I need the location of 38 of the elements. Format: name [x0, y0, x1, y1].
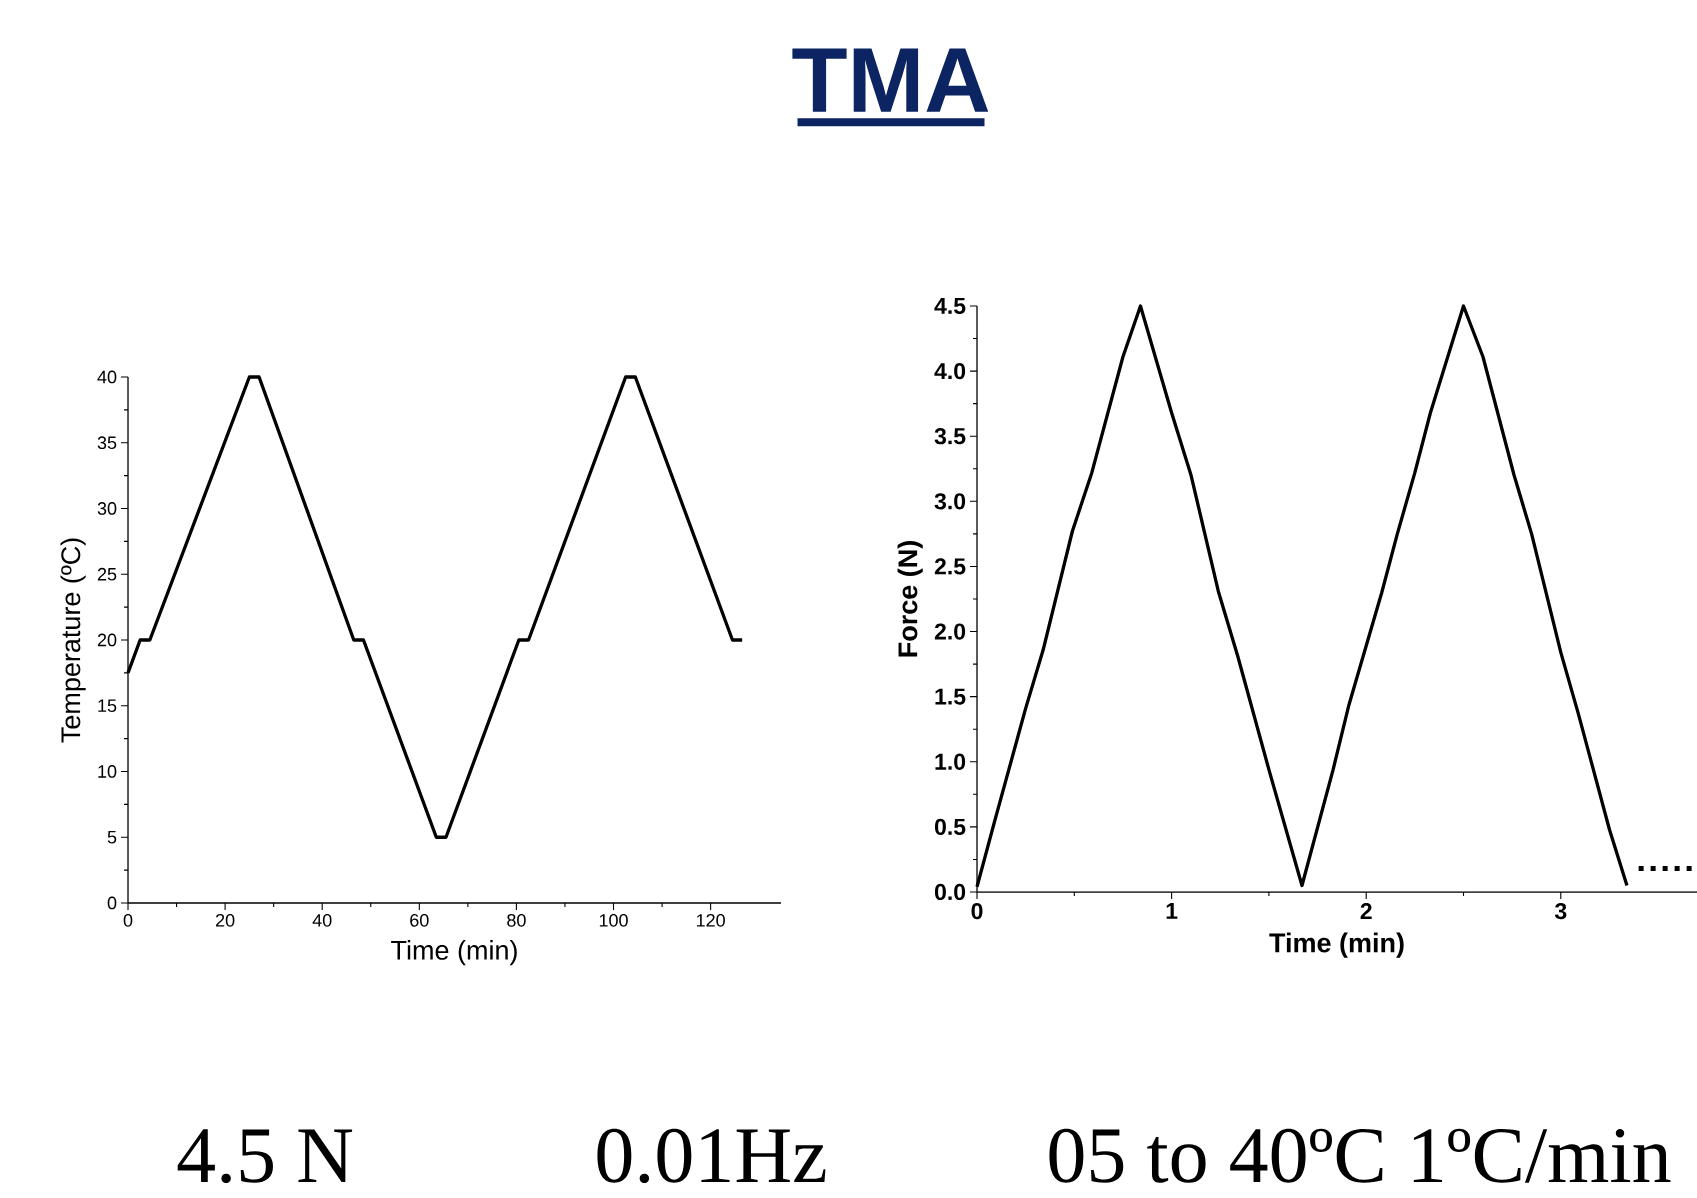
y-tick-label: 3.5 — [934, 428, 966, 445]
y-tick-label: 25 — [97, 567, 117, 581]
y-tick-label: 4.5 — [934, 297, 966, 314]
y-axis-title: Force (N) — [897, 541, 923, 657]
y-tick-label: 2.0 — [934, 623, 966, 640]
y-tick-label: 35 — [97, 436, 117, 450]
y-tick-label: 40 — [97, 370, 117, 384]
x-tick-label: 120 — [696, 913, 725, 927]
x-tick-label: 80 — [507, 913, 526, 927]
y-tick-label: 15 — [98, 699, 117, 713]
y-tick-label: 3.0 — [934, 493, 966, 510]
y-tick-label: 4.0 — [934, 362, 966, 380]
y-tick-label: 10 — [98, 765, 117, 778]
chart-title: TMA — [792, 48, 989, 112]
y-tick-label: 1.0 — [935, 753, 966, 770]
y-tick-label: 5 — [107, 830, 117, 844]
x-tick-label: 60 — [410, 913, 429, 927]
x-tick-label: 2 — [1360, 902, 1372, 920]
x-axis-title: Time (min) — [1269, 932, 1404, 958]
y-tick-label: 2.5 — [934, 558, 966, 575]
y-tick-label: 20 — [97, 633, 117, 647]
x-tick-label: 1 — [1166, 902, 1178, 919]
y-axis-title: Temperature (ºC) — [60, 538, 86, 743]
x-axis-title: Time (min) — [391, 940, 517, 966]
x-tick-label: 0 — [971, 902, 983, 920]
x-tick-label: 40 — [312, 913, 332, 927]
x-tick-label: 0 — [123, 913, 133, 927]
x-tick-label: 100 — [599, 913, 628, 927]
y-tick-label: 0.0 — [934, 883, 966, 901]
y-tick-label: 1.5 — [935, 688, 966, 705]
text: 0.01Hz — [597, 1128, 826, 1184]
y-tick-label: 30 — [97, 502, 117, 515]
line-series — [975, 304, 1629, 889]
text: 05 to 40ºC 1ºC/min — [1049, 1128, 1671, 1183]
x-tick-label: 3 — [1554, 902, 1567, 920]
y-tick-label: 0.5 — [934, 818, 966, 836]
x-tick-label: 20 — [216, 913, 235, 927]
text: 4.5 N — [177, 1129, 353, 1184]
